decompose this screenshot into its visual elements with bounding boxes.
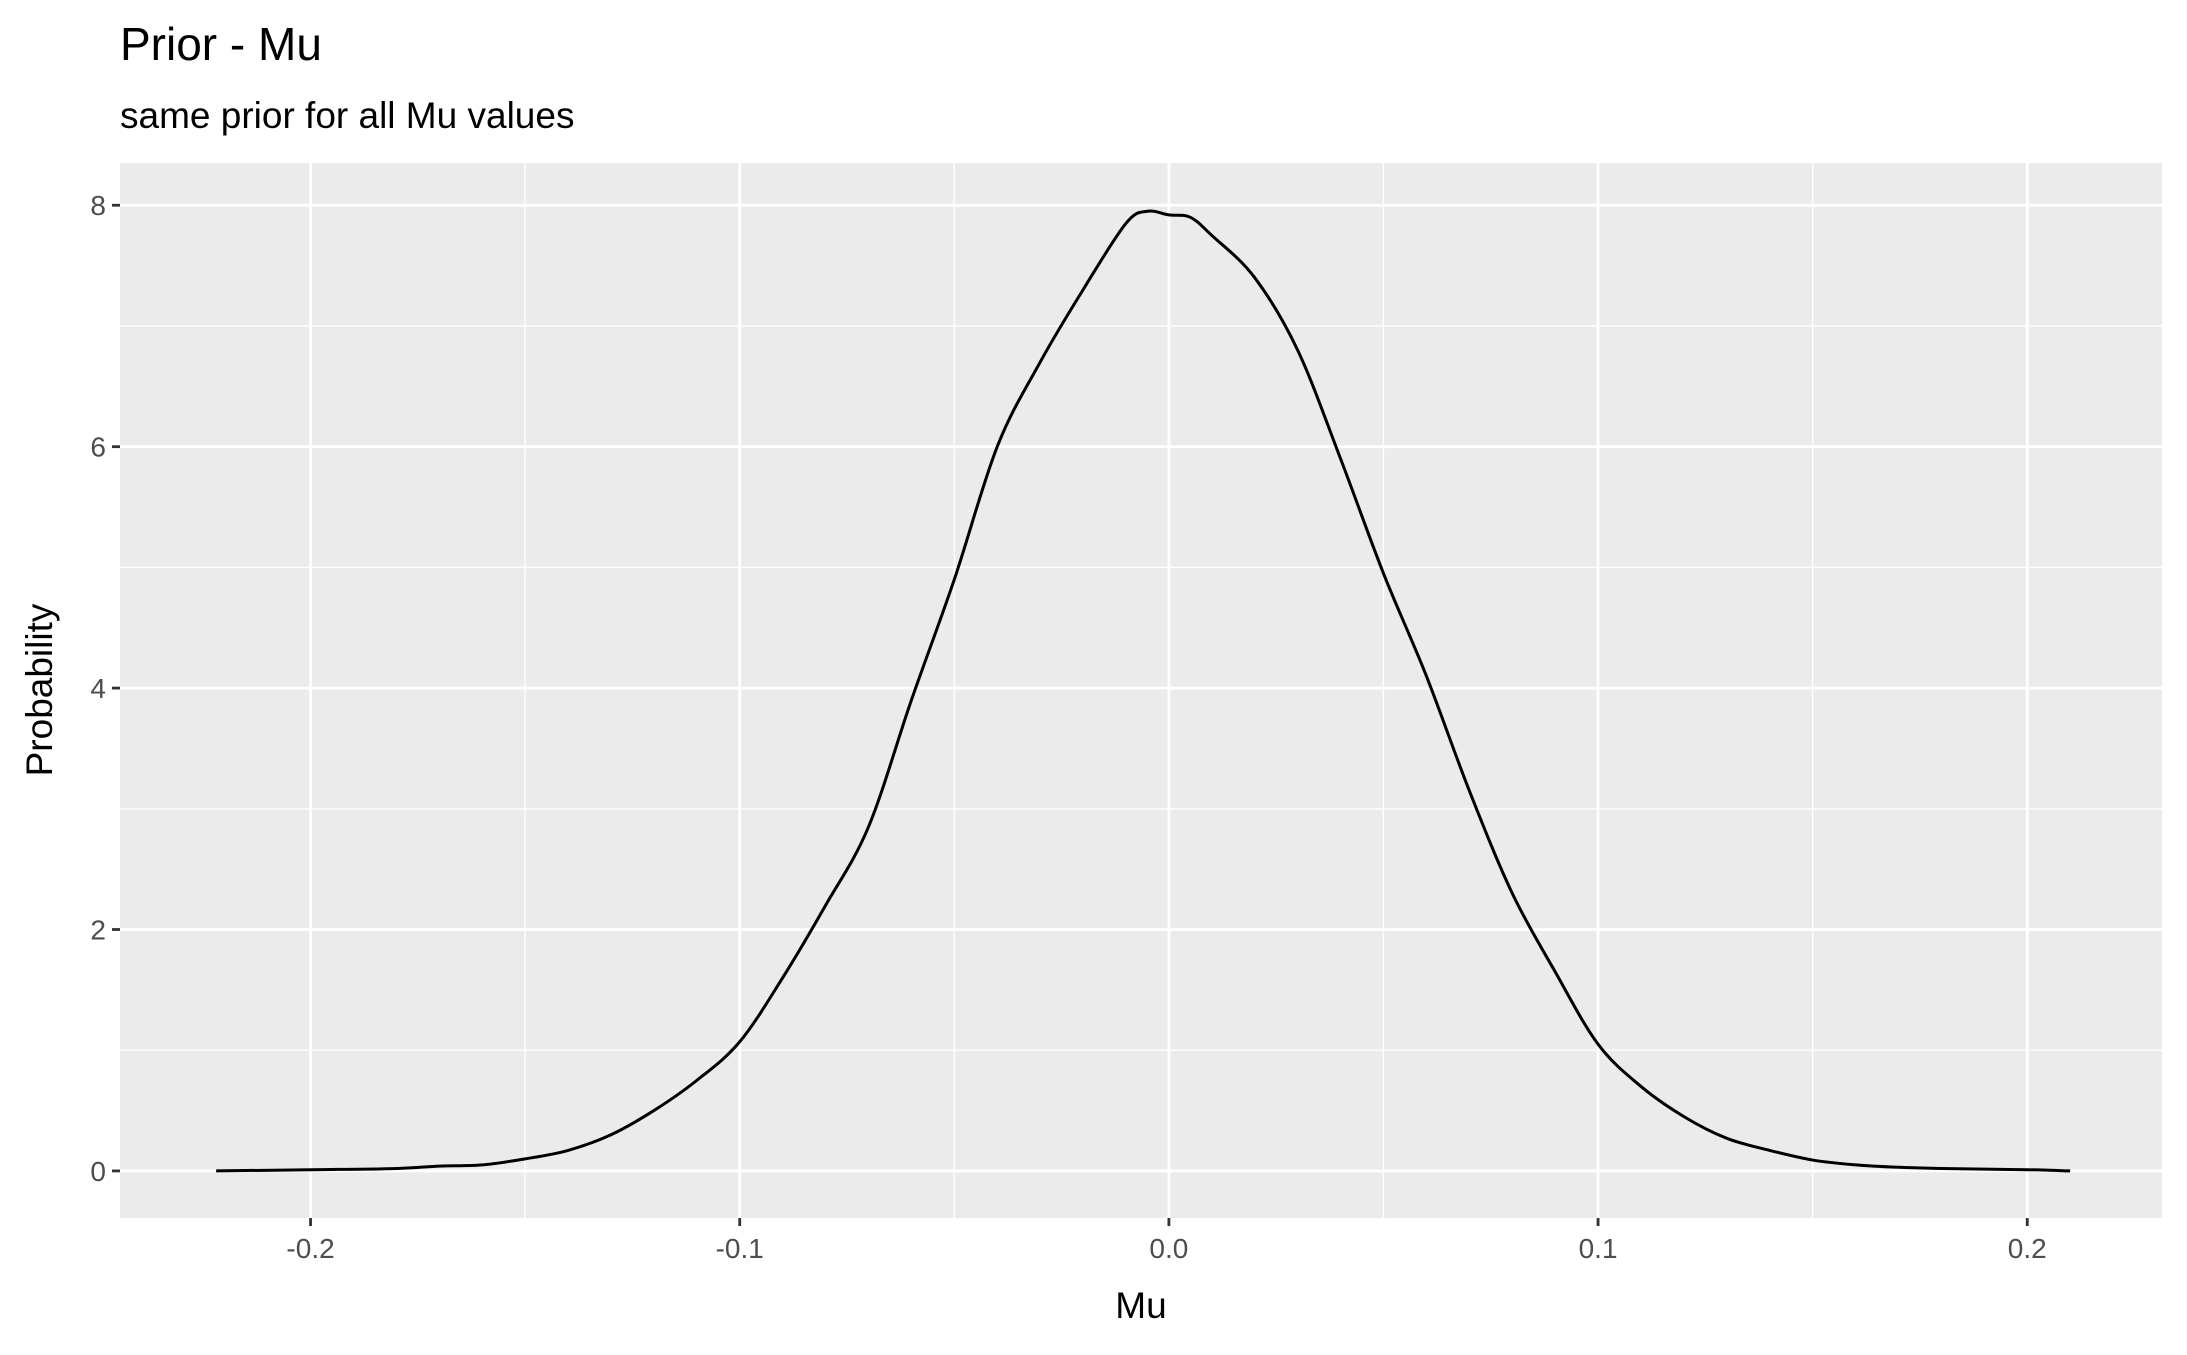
- chart-title: Prior - Mu: [120, 18, 322, 70]
- y-tick-label: 0: [90, 1156, 106, 1187]
- y-tick-label: 8: [90, 190, 106, 221]
- x-axis-title: Mu: [1115, 1285, 1166, 1326]
- x-axis: -0.2 -0.1 0.0 0.1 0.2: [286, 1218, 2047, 1264]
- chart-subtitle: same prior for all Mu values: [120, 95, 574, 136]
- x-tick-label: -0.2: [286, 1233, 334, 1264]
- y-tick-label: 6: [90, 432, 106, 463]
- y-tick-label: 2: [90, 915, 106, 946]
- x-tick-label: -0.1: [716, 1233, 764, 1264]
- major-gridlines: [120, 163, 2162, 1218]
- y-axis: 0 2 4 6 8: [90, 190, 120, 1187]
- y-tick-label: 4: [90, 673, 106, 704]
- x-tick-label: 0.1: [1579, 1233, 1618, 1264]
- plot-panel: [120, 163, 2162, 1218]
- minor-gridlines: [120, 163, 2162, 1218]
- y-axis-title: Probability: [19, 603, 60, 776]
- density-line: [216, 209, 2071, 1173]
- x-tick-label: 0.0: [1149, 1233, 1188, 1264]
- x-tick-label: 0.2: [2008, 1233, 2047, 1264]
